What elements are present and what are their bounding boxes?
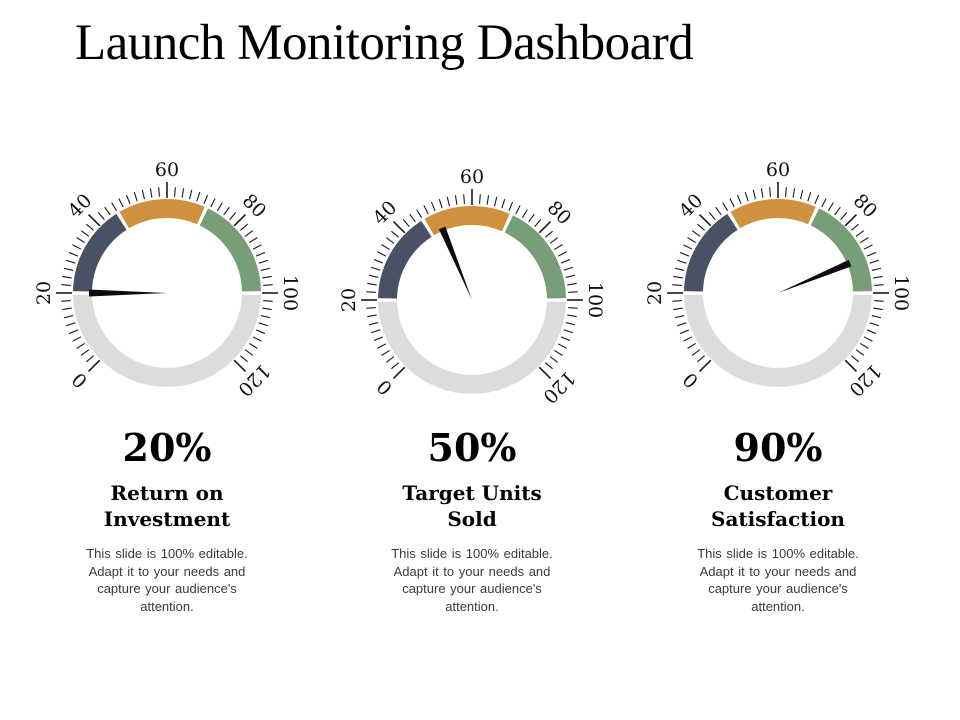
description-line: Adapt it to your needs and <box>88 563 246 579</box>
description-line: capture your audience's <box>97 581 237 596</box>
gauge-value: 20% <box>122 425 212 470</box>
description-line: attention. <box>445 598 499 614</box>
gauge-panel-satisfaction: 0 20 40 60 80 100 120 90% Customer Satisfactio… <box>628 0 928 720</box>
metric-line: Target Units <box>402 481 542 505</box>
svg-text:60: 60 <box>460 166 484 188</box>
description-line: This slide is 100% editable. <box>391 546 553 561</box>
description-line: attention. <box>140 598 194 614</box>
gauge-panel-units-sold: 0 20 40 60 80 100 120 50% Target Units Sold Th… <box>322 0 622 720</box>
svg-text:100: 100 <box>279 275 301 311</box>
gauge-metric-label: Return on Investment <box>17 480 317 532</box>
svg-text:20: 20 <box>338 288 360 312</box>
svg-text:60: 60 <box>766 159 790 181</box>
gauge-panel-roi: 0 20 40 60 80 100 120 20% Return on Investment… <box>17 0 317 720</box>
gauge-description: This slide is 100% editable. Adapt it to… <box>69 545 265 615</box>
metric-line: Investment <box>103 507 231 531</box>
svg-text:20: 20 <box>33 281 55 305</box>
svg-text:0: 0 <box>373 375 397 399</box>
metric-line: Return on <box>110 481 224 505</box>
metric-line: Sold <box>447 507 497 531</box>
svg-text:20: 20 <box>644 281 666 305</box>
svg-text:0: 0 <box>679 368 703 392</box>
gauge-description: This slide is 100% editable. Adapt it to… <box>680 545 876 615</box>
description-line: This slide is 100% editable. <box>697 546 859 561</box>
svg-text:0: 0 <box>68 368 92 392</box>
svg-text:100: 100 <box>890 275 912 311</box>
description-line: capture your audience's <box>402 581 542 596</box>
gauge-value: 90% <box>733 425 823 470</box>
gauge-description: This slide is 100% editable. Adapt it to… <box>374 545 570 615</box>
svg-text:60: 60 <box>155 159 179 181</box>
svg-text:100: 100 <box>584 282 606 318</box>
metric-line: Customer <box>723 481 833 505</box>
description-line: This slide is 100% editable. <box>86 546 248 561</box>
page-title: Launch Monitoring Dashboard <box>75 15 694 71</box>
gauge-metric-label: Customer Satisfaction <box>628 480 928 532</box>
description-line: Adapt it to your needs and <box>699 563 857 579</box>
metric-line: Satisfaction <box>711 507 845 531</box>
description-line: capture your audience's <box>708 581 848 596</box>
gauge-metric-label: Target Units Sold <box>322 480 622 532</box>
description-line: attention. <box>751 598 805 614</box>
gauge-value: 50% <box>427 425 517 470</box>
description-line: Adapt it to your needs and <box>393 563 551 579</box>
